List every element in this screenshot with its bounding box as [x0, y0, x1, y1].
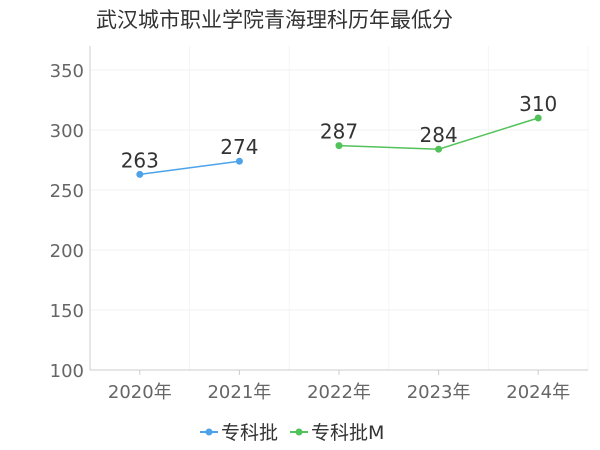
data-point[interactable]: [435, 145, 443, 153]
series-layer: 263 274 287 284 310: [121, 92, 557, 178]
chart-title: 武汉城市职业学院青海理科历年最低分: [96, 8, 453, 32]
legend-item-1[interactable]: 专科批: [200, 422, 278, 444]
legend-label: 专科批M: [311, 422, 384, 444]
legend-swatch-marker: [205, 428, 213, 436]
y-tick-label: 200: [50, 241, 84, 262]
data-label: 310: [519, 92, 557, 116]
x-tick-label: 2022年: [307, 382, 371, 403]
y-tick-labels: 100 150 200 250 300 350: [50, 61, 84, 382]
legend-label: 专科批: [221, 422, 278, 444]
x-tick-label: 2023年: [407, 382, 471, 403]
data-label: 284: [420, 123, 458, 147]
data-point[interactable]: [235, 157, 243, 165]
x-tick-label: 2021年: [207, 382, 271, 403]
series-line-1: [139, 160, 240, 176]
x-tick-label: 2024年: [506, 382, 570, 403]
legend-item-2[interactable]: 专科批M: [290, 422, 384, 444]
y-tick-label: 150: [50, 301, 84, 322]
y-tick-label: 350: [50, 61, 84, 82]
x-tick-labels: 2020年 2021年 2022年 2023年 2024年: [108, 382, 570, 403]
y-tick-label: 100: [50, 361, 84, 382]
legend-swatch-marker: [295, 428, 303, 436]
legend[interactable]: 专科批 专科批M: [200, 422, 384, 444]
axes: [89, 46, 588, 375]
grid: [89, 46, 589, 371]
data-label: 274: [220, 135, 258, 159]
data-point[interactable]: [136, 170, 144, 178]
x-tick-label: 2020年: [108, 382, 172, 403]
data-label: 287: [320, 120, 358, 144]
data-point[interactable]: [335, 142, 343, 150]
y-tick-label: 300: [50, 121, 84, 142]
y-tick-label: 250: [50, 181, 84, 202]
data-point[interactable]: [534, 114, 542, 122]
data-label: 263: [121, 148, 159, 172]
